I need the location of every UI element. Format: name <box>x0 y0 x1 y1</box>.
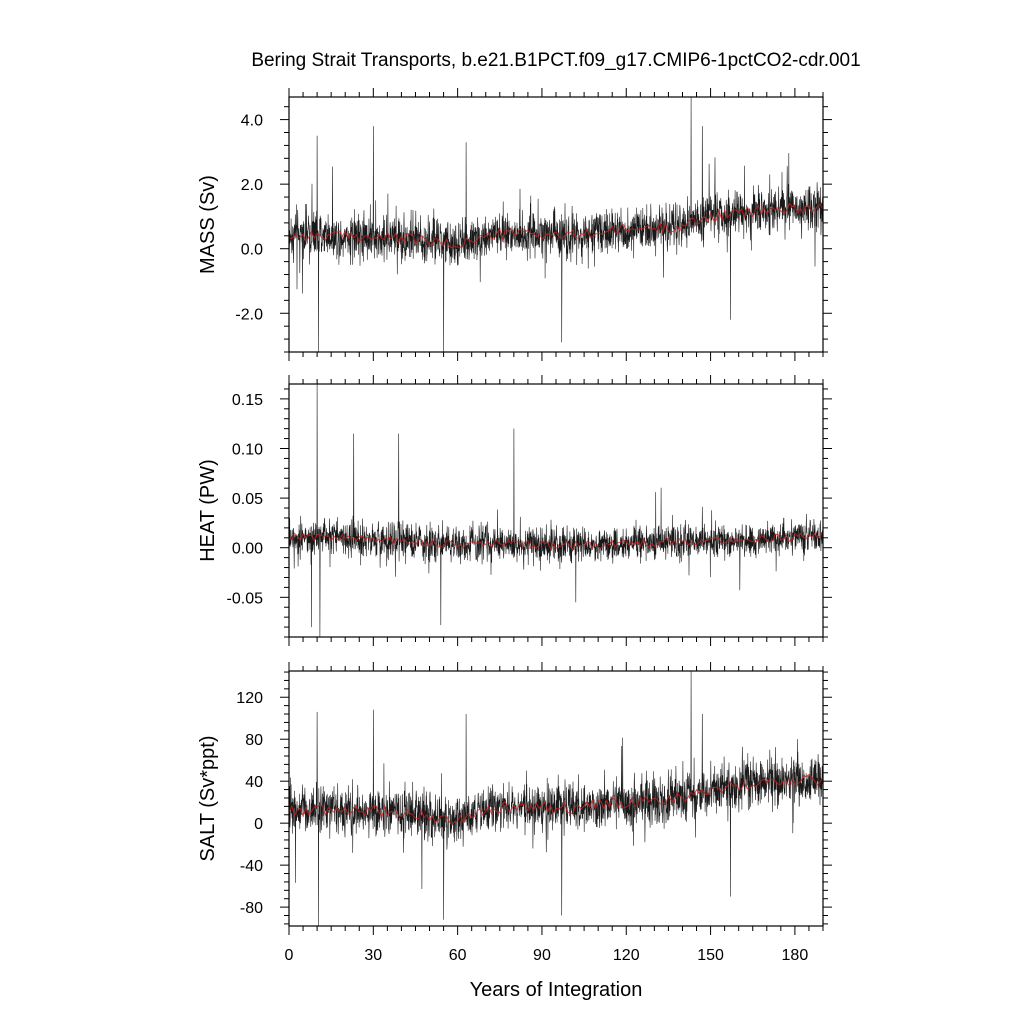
y-tick-label-mass: 2.0 <box>241 177 263 194</box>
panel-mass: -2.0 0.0 2.0 4.0 MASS (Sv) <box>197 88 832 361</box>
y-axis-label-heat: HEAT (PW) <box>197 459 219 562</box>
y-tick-label-salt: 40 <box>245 774 263 791</box>
series-annual-mean-heat <box>289 531 823 551</box>
x-axis-label: Years of Integration <box>470 979 643 1001</box>
plot-frame-heat <box>288 383 824 638</box>
y-tick-label-mass: 4.0 <box>241 113 263 130</box>
y-tick-label-heat: -0.05 <box>227 590 264 607</box>
y-axis-label-salt: SALT (Sv*ppt) <box>197 736 219 862</box>
y-tick-label-mass: -2.0 <box>235 306 263 323</box>
y-axis-label-mass: MASS (Sv) <box>197 175 219 274</box>
series-annual-mean-salt <box>289 773 823 825</box>
series-annual-mean-mass <box>289 202 823 249</box>
chart-title: Bering Strait Transports, b.e21.B1PCT.f0… <box>251 50 860 71</box>
series-monthly-heat <box>289 384 823 637</box>
x-tick-label-salt: 60 <box>449 947 467 964</box>
y-tick-label-mass: 0.0 <box>241 242 263 259</box>
y-tick-label-salt: -80 <box>240 900 263 917</box>
panel-salt: -80 -40 0 40 80 120 0 30 60 90 120 150 180 SALT (Sv*p… <box>197 662 832 964</box>
y-tick-label-salt: 0 <box>254 816 263 833</box>
y-tick-label-heat: 0.15 <box>232 392 263 409</box>
data-heat <box>289 384 823 637</box>
x-tick-label-salt: 120 <box>613 947 640 964</box>
panel-heat: -0.05 0.00 0.05 0.10 0.15 HEAT (PW) <box>197 375 832 646</box>
x-tick-label-salt: 0 <box>285 947 294 964</box>
panels-group: -2.0 0.0 2.0 4.0 MASS (Sv) -0.05 0.00 0.05 0.10 0… <box>197 88 832 964</box>
x-tick-label-salt: 30 <box>364 947 382 964</box>
data-mass <box>289 97 823 352</box>
y-tick-label-salt: -40 <box>240 858 263 875</box>
y-tick-label-heat: 0.00 <box>232 541 263 558</box>
y-tick-label-heat: 0.10 <box>232 441 263 458</box>
data-salt <box>289 671 823 926</box>
y-tick-label-salt: 120 <box>236 690 263 707</box>
x-tick-label-salt: 90 <box>533 947 551 964</box>
y-tick-label-heat: 0.05 <box>232 491 263 508</box>
x-tick-label-salt: 150 <box>697 947 724 964</box>
plot-frame-salt <box>288 670 824 927</box>
series-monthly-mass <box>289 97 823 352</box>
series-monthly-salt <box>289 671 823 926</box>
y-tick-label-salt: 80 <box>245 732 263 749</box>
x-tick-label-salt: 180 <box>782 947 809 964</box>
